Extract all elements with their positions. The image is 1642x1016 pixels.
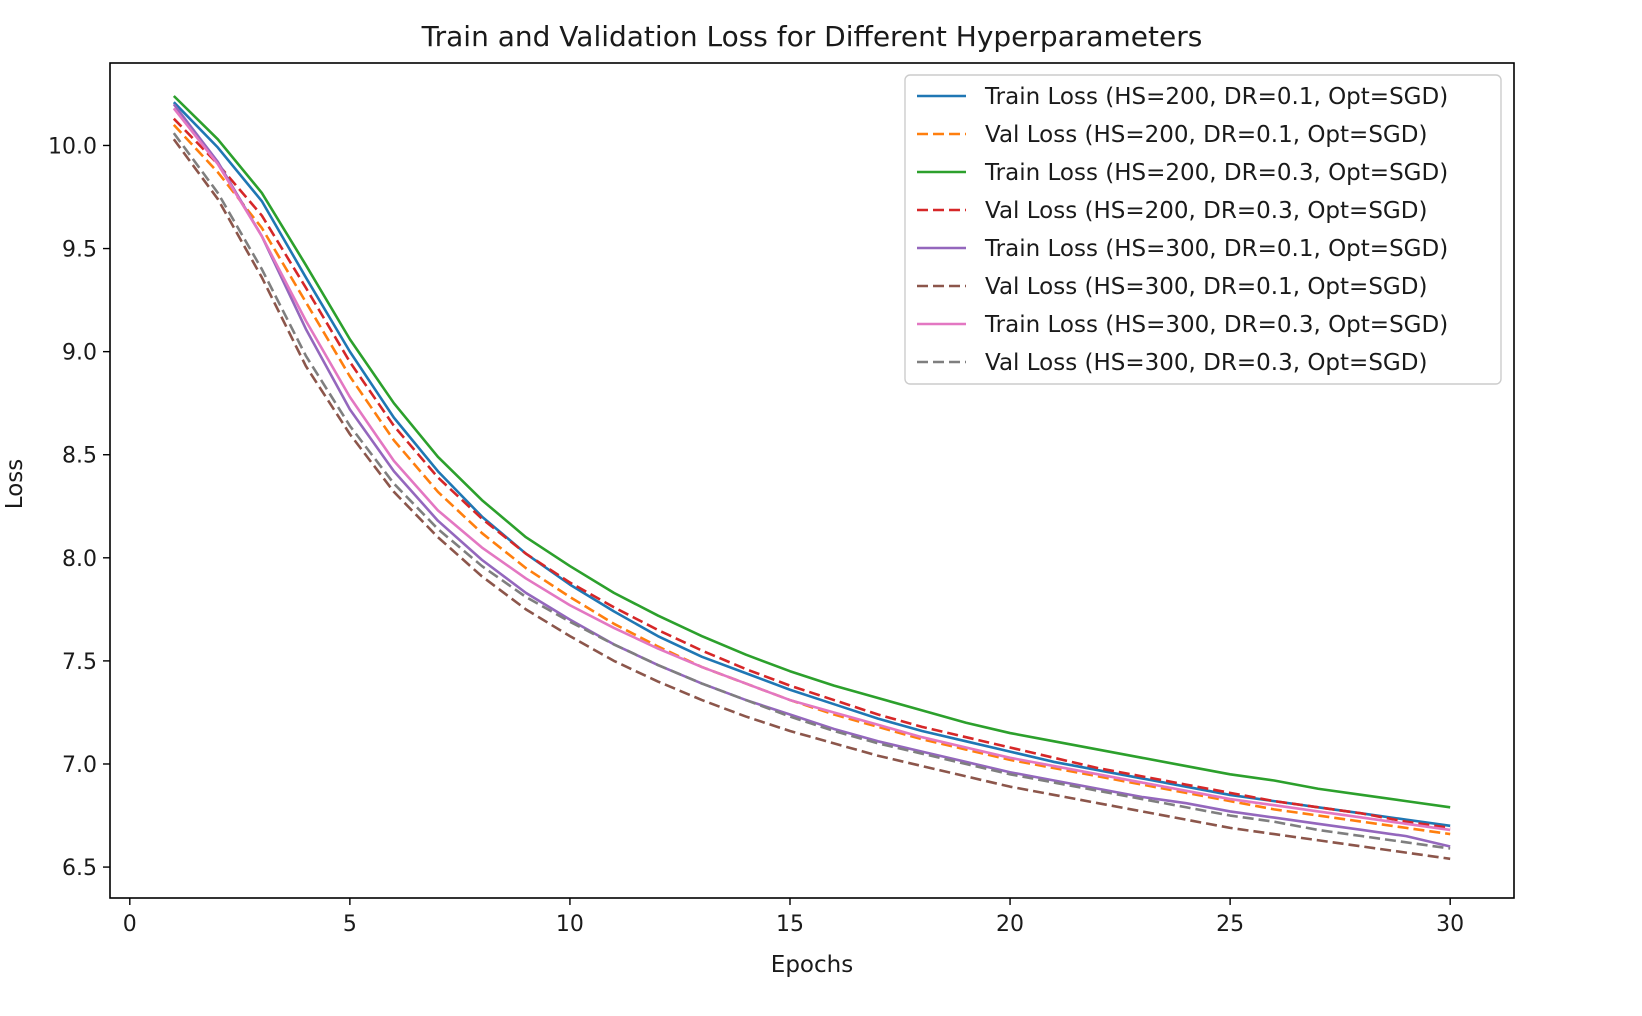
legend-label: Train Loss (HS=200, DR=0.1, Opt=SGD)	[984, 84, 1448, 110]
x-axis-label: Epochs	[771, 952, 853, 978]
y-tick-label: 6.5	[62, 856, 97, 881]
x-tick-label: 15	[776, 912, 804, 937]
x-tick-label: 20	[996, 912, 1024, 937]
y-tick-label: 7.0	[62, 753, 97, 778]
y-tick-label: 10.0	[48, 134, 97, 159]
legend-label: Val Loss (HS=200, DR=0.3, Opt=SGD)	[985, 198, 1427, 224]
legend-box	[904, 74, 1502, 385]
y-tick-label: 9.0	[62, 341, 97, 366]
x-tick-label: 25	[1216, 912, 1244, 937]
x-tick-label: 5	[343, 912, 357, 937]
y-tick-label: 7.5	[62, 650, 97, 675]
legend-label: Val Loss (HS=300, DR=0.3, Opt=SGD)	[985, 350, 1427, 376]
legend-label: Val Loss (HS=300, DR=0.1, Opt=SGD)	[985, 274, 1427, 300]
x-tick-label: 10	[556, 912, 584, 937]
legend-label: Val Loss (HS=200, DR=0.1, Opt=SGD)	[985, 122, 1427, 148]
series-line-val-loss-hs-300-dr-0-3-opt-sgd	[172, 132, 1451, 850]
legend-label: Train Loss (HS=300, DR=0.1, Opt=SGD)	[984, 236, 1448, 262]
series-line-train-loss-hs-300-dr-0-1-opt-sgd	[172, 103, 1451, 848]
y-axis-label: Loss	[2, 459, 28, 509]
y-tick-label: 9.5	[62, 238, 97, 263]
x-tick-label: 30	[1436, 912, 1464, 937]
x-tick-label: 0	[123, 912, 137, 937]
series-line-val-loss-hs-200-dr-0-3-opt-sgd	[172, 117, 1451, 830]
series-line-train-loss-hs-200-dr-0-3-opt-sgd	[172, 95, 1451, 809]
y-tick-label: 8.0	[62, 547, 97, 572]
y-axis-ticks: 6.5 7.0 7.5 8.0 8.5 9.0 9.5 10.0	[48, 134, 110, 881]
legend-label: Train Loss (HS=200, DR=0.3, Opt=SGD)	[984, 160, 1448, 186]
series-line-val-loss-hs-300-dr-0-1-opt-sgd	[172, 138, 1451, 861]
series-line-train-loss-hs-200-dr-0-1-opt-sgd	[172, 101, 1451, 828]
plot-area-frame	[109, 62, 1515, 899]
y-tick-label: 8.5	[62, 444, 97, 469]
legend-label: Train Loss (HS=300, DR=0.3, Opt=SGD)	[984, 312, 1448, 338]
series-line-train-loss-hs-300-dr-0-3-opt-sgd	[172, 107, 1451, 832]
x-axis-ticks: 0 5 10 15 20 25 30	[123, 898, 1464, 937]
plot-lines	[172, 95, 1451, 861]
chart-title: Train and Validation Loss for Different …	[421, 20, 1203, 53]
legend-items: Train Loss (HS=200, DR=0.1, Opt=SGD) Val …	[917, 84, 1448, 376]
legend: Train Loss (HS=200, DR=0.1, Opt=SGD) Val …	[904, 74, 1502, 385]
